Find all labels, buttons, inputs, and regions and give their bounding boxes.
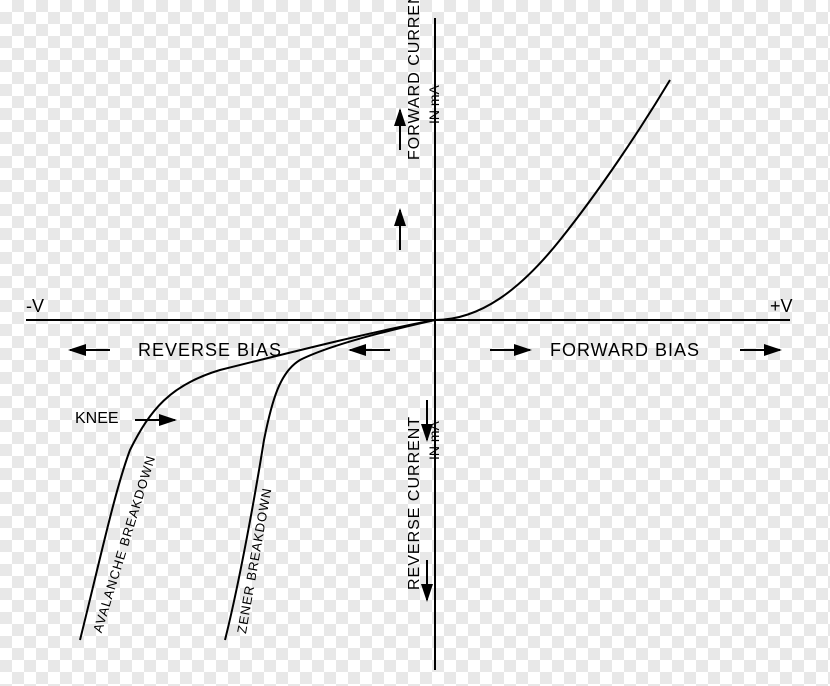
zener-curve [225, 320, 435, 640]
forward-current-unit: IN mA [426, 85, 442, 124]
neg-v-label: -V [26, 296, 44, 317]
forward-curve [435, 80, 670, 320]
knee-label: KNEE [75, 410, 119, 428]
reverse-bias-label: REVERSE BIAS [138, 340, 282, 361]
pos-v-label: +V [770, 296, 793, 317]
forward-bias-label: FORWARD BIAS [550, 340, 700, 361]
reverse-current-unit: IN mA [426, 421, 442, 460]
forward-current-label: FORWARD CURRENT [406, 0, 424, 160]
reverse-current-label: REVERSE CURRENT [406, 416, 424, 590]
